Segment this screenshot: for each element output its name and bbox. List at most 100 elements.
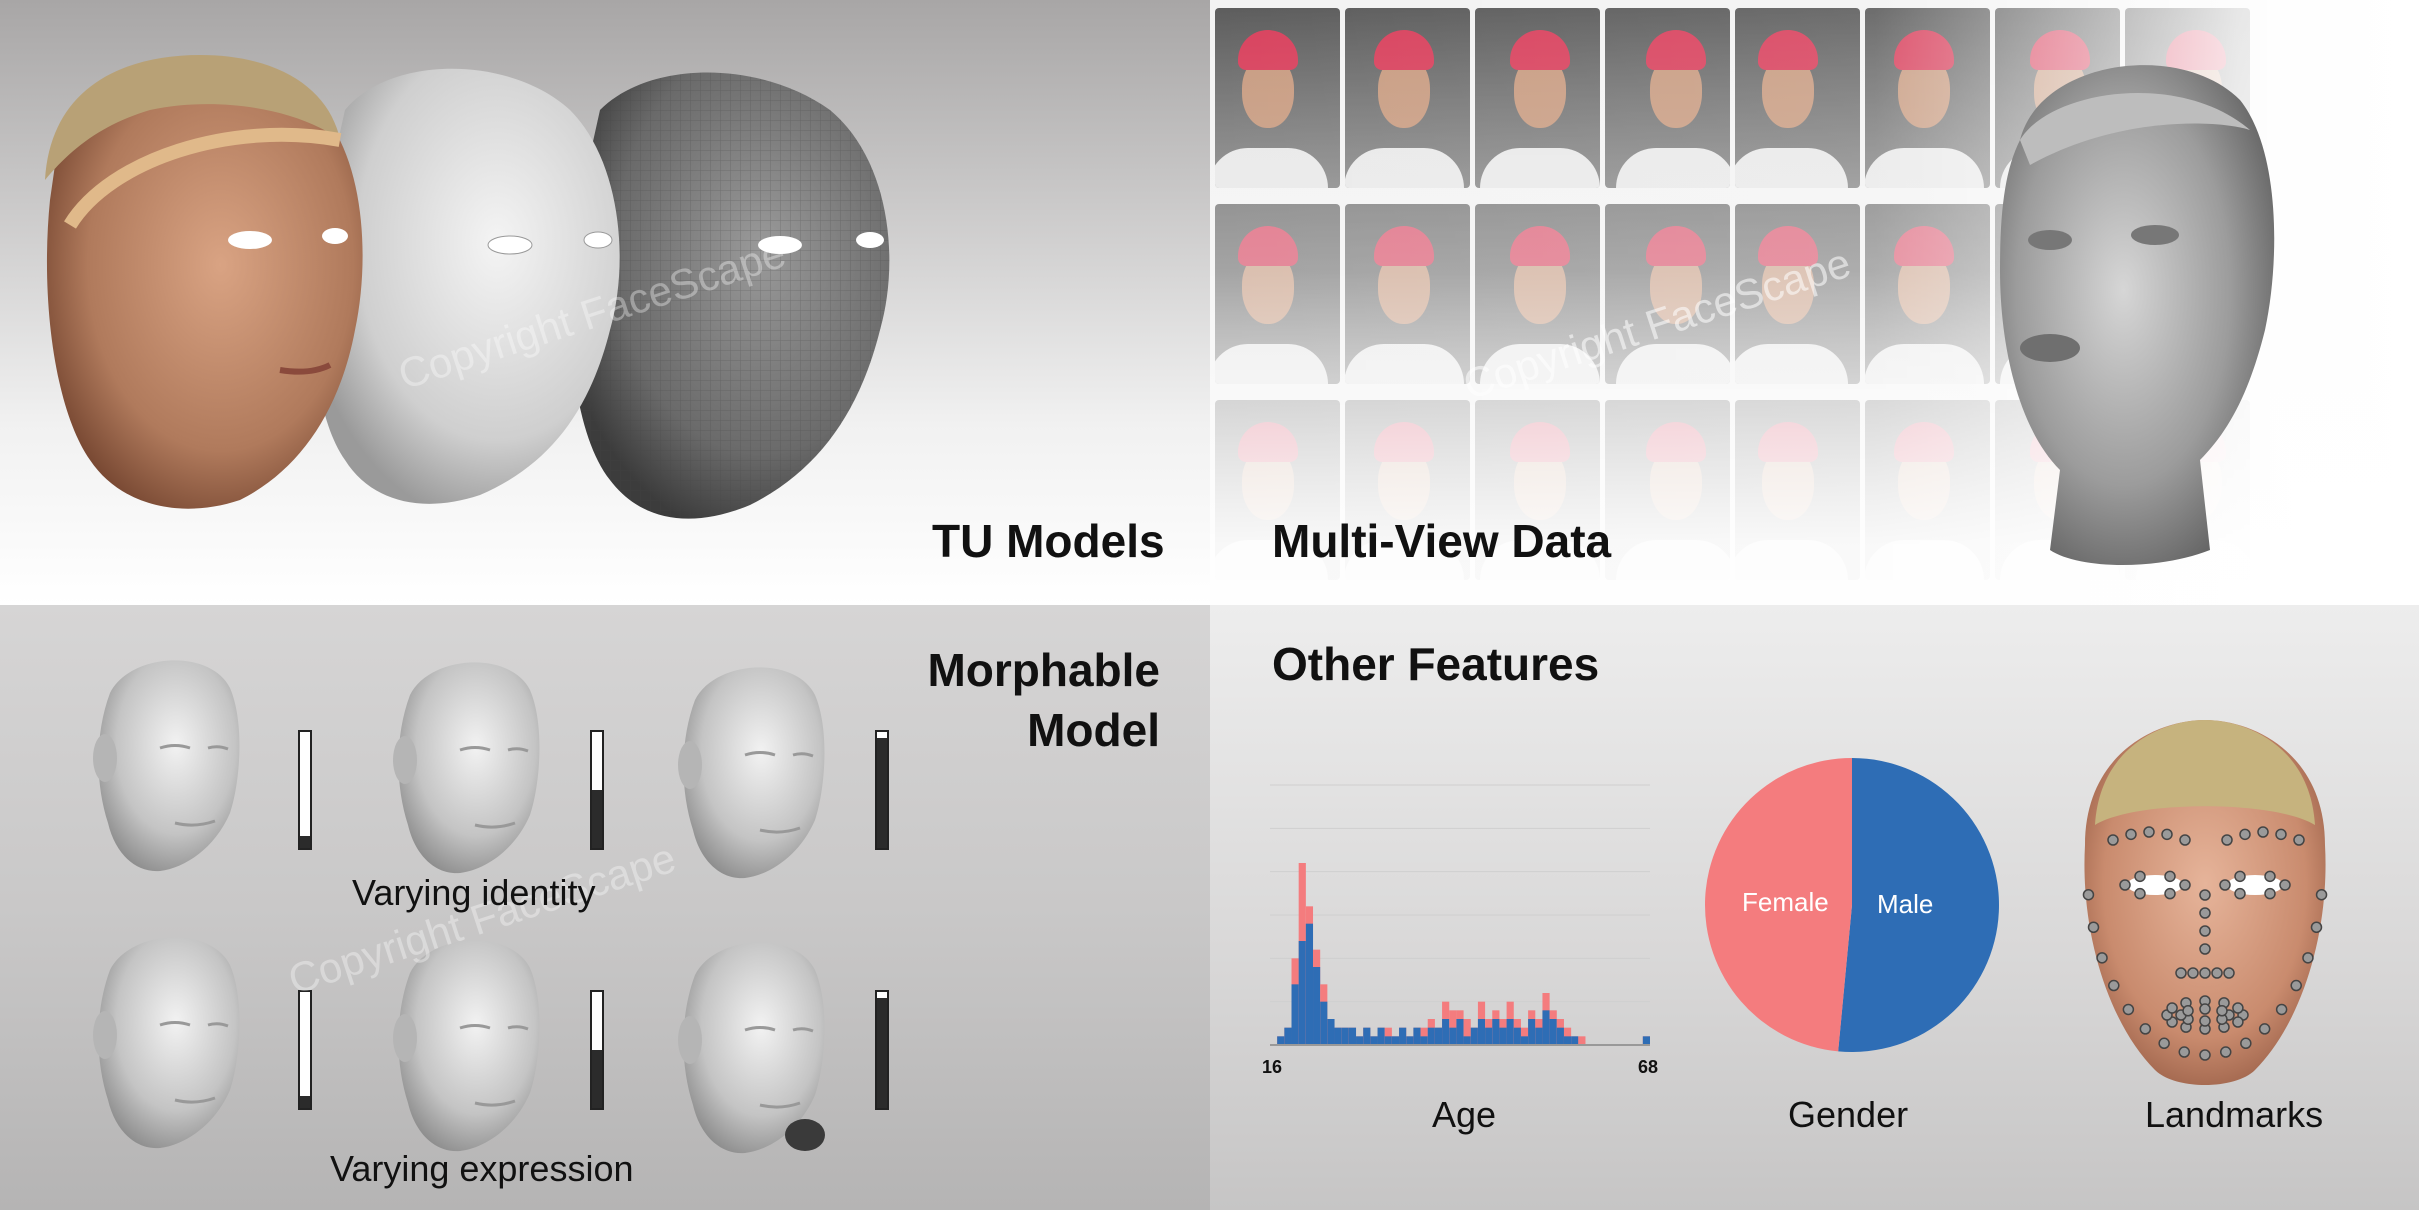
landmark-point bbox=[2275, 1003, 2288, 1016]
other-features-title: Other Features bbox=[1272, 638, 1600, 690]
landmark-point bbox=[2293, 834, 2305, 846]
identity-head-1 bbox=[91, 658, 241, 873]
landmark-point bbox=[2108, 979, 2120, 992]
bar-male bbox=[1499, 1027, 1507, 1045]
bar-male bbox=[1513, 1027, 1521, 1045]
bar-male bbox=[1442, 1019, 1450, 1045]
bar-male bbox=[1556, 1027, 1564, 1045]
bar-female bbox=[1463, 1019, 1471, 1045]
landmark-point bbox=[2199, 889, 2211, 901]
mesh-head bbox=[570, 72, 890, 519]
varying-expression-caption: Varying expression bbox=[330, 1148, 634, 1189]
landmark-point bbox=[2158, 1037, 2170, 1050]
bar-male bbox=[1341, 1027, 1349, 1045]
landmark-point bbox=[2179, 834, 2191, 846]
bar-male bbox=[1485, 1027, 1493, 1045]
pie-slice-male bbox=[1838, 758, 2000, 1052]
bar-male bbox=[1298, 941, 1306, 1045]
pie-label-female: Female bbox=[1742, 887, 1829, 917]
landmark-point bbox=[2178, 1046, 2191, 1058]
landmark-point bbox=[2082, 888, 2095, 901]
identity-head-2 bbox=[391, 660, 541, 875]
landmark-point bbox=[2199, 907, 2211, 919]
tu-models-title: TU Models bbox=[932, 515, 1165, 567]
bar-male bbox=[1427, 1027, 1435, 1045]
landmark-point bbox=[2164, 870, 2176, 883]
x-tick-label-min: 16 bbox=[1262, 1057, 1283, 1077]
morph-heads bbox=[91, 658, 826, 1155]
age-histogram bbox=[1270, 784, 1650, 1046]
multi-view-panel: Copyright FaceScape Multi-View Data bbox=[1210, 0, 2419, 605]
landmark-points bbox=[2082, 826, 2328, 1061]
bar-male bbox=[1370, 1036, 1378, 1045]
bar-male bbox=[1542, 1010, 1550, 1045]
expression-bar-3 bbox=[875, 990, 889, 1110]
bar-female bbox=[1449, 1010, 1457, 1045]
landmark-point bbox=[2199, 1015, 2211, 1027]
landmark-point bbox=[2232, 1016, 2244, 1028]
bar-male bbox=[1642, 1036, 1650, 1045]
expression-bar-fill bbox=[592, 1050, 602, 1108]
landmark-point bbox=[2182, 1005, 2194, 1017]
identity-bar-1 bbox=[298, 730, 312, 850]
bar-male bbox=[1434, 1027, 1443, 1045]
landmark-point bbox=[2240, 1037, 2252, 1050]
other-features-panel: Other Features 16 68 Age Female Male Gen… bbox=[1210, 605, 2419, 1210]
landmark-point bbox=[2258, 1023, 2271, 1035]
identity-bar-fill bbox=[300, 836, 310, 848]
landmark-point bbox=[2232, 1002, 2244, 1014]
landmark-point bbox=[2199, 1049, 2211, 1061]
morphable-model-panel: Copyright FaceScape Varying identity Var… bbox=[0, 605, 1210, 1210]
landmark-point bbox=[2239, 828, 2251, 841]
bar-male bbox=[1391, 1036, 1400, 1045]
identity-bar-fill bbox=[592, 790, 602, 848]
identity-bar-3 bbox=[875, 730, 889, 850]
landmark-point bbox=[2290, 979, 2302, 992]
gender-pie-chart bbox=[1705, 758, 2000, 1052]
tu-models-panel: Copyright FaceScape TU Models bbox=[0, 0, 1210, 605]
landmark-point bbox=[2087, 921, 2100, 933]
bar-male bbox=[1399, 1027, 1407, 1045]
textured-head bbox=[45, 55, 363, 509]
landmark-point bbox=[2234, 887, 2246, 900]
bar-female bbox=[1578, 1036, 1586, 1045]
landmark-point bbox=[2199, 1003, 2211, 1015]
bar-male bbox=[1305, 923, 1314, 1045]
bar-male bbox=[1528, 1019, 1536, 1045]
pie-label-male: Male bbox=[1877, 889, 1934, 919]
landmark-point bbox=[2161, 828, 2173, 841]
landmark-point bbox=[2221, 834, 2233, 846]
landmark-point bbox=[2134, 870, 2146, 883]
bar-male bbox=[1420, 1036, 1428, 1045]
landmark-point bbox=[2223, 967, 2235, 979]
landmark-point bbox=[2234, 870, 2246, 883]
bar-male bbox=[1356, 1036, 1364, 1045]
bar-male bbox=[1571, 1036, 1579, 1045]
morphable-title-line2: Model bbox=[1027, 704, 1160, 756]
bar-male bbox=[1277, 1036, 1285, 1045]
bar-male bbox=[1406, 1036, 1414, 1045]
bar-male bbox=[1563, 1036, 1572, 1045]
bar-male bbox=[1456, 1019, 1464, 1045]
landmark-point bbox=[2264, 870, 2276, 883]
identity-bar-fill bbox=[877, 737, 887, 848]
bar-male bbox=[1549, 1019, 1557, 1045]
bar-male bbox=[1284, 1027, 1292, 1045]
landmark-point bbox=[2125, 828, 2137, 841]
landmark-point bbox=[2187, 967, 2199, 979]
identity-head-3 bbox=[676, 665, 826, 880]
bar-male bbox=[1291, 984, 1299, 1045]
landmark-point bbox=[2096, 952, 2108, 964]
expression-head-2 bbox=[391, 938, 541, 1153]
bar-male bbox=[1520, 1036, 1529, 1045]
landmark-point bbox=[2310, 921, 2323, 933]
landmarks-caption: Landmarks bbox=[2145, 1094, 2324, 1135]
bar-male bbox=[1334, 1027, 1342, 1045]
bar-male bbox=[1449, 1027, 1457, 1045]
landmark-point bbox=[2302, 952, 2314, 964]
landmark-point bbox=[2139, 1023, 2152, 1035]
bar-male bbox=[1477, 1019, 1486, 1045]
bar-female bbox=[1520, 1027, 1529, 1045]
landmark-point bbox=[2166, 1002, 2178, 1014]
expression-head-1 bbox=[91, 935, 241, 1150]
